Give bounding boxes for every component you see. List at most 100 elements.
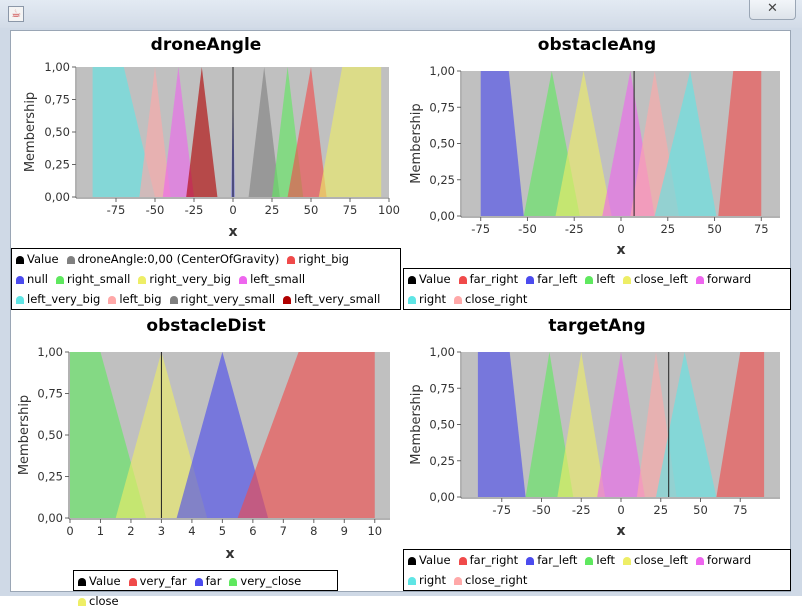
x-tick-label: -50 xyxy=(518,222,537,236)
x-tick-label: 9 xyxy=(341,524,348,538)
series-left_very_big xyxy=(92,67,155,197)
legend-item: very_close xyxy=(229,571,301,591)
legend-item: Value xyxy=(78,571,121,591)
x-tick-label: -25 xyxy=(572,503,591,517)
x-tick-label: 0 xyxy=(617,503,624,517)
legend-label: right_very_small xyxy=(180,292,276,306)
legend-swatch xyxy=(454,296,463,304)
x-tick-label: 0 xyxy=(617,222,624,236)
legend-swatch xyxy=(526,557,535,565)
y-tick-label: 1,00 xyxy=(44,60,70,74)
legend-label: droneAngle:0,00 (CenterOfGravity) xyxy=(77,252,280,266)
legend-label: right_very_big xyxy=(149,272,232,286)
x-tick-label: -25 xyxy=(185,203,204,217)
y-tick-label: 0,75 xyxy=(44,93,70,107)
legend-swatch xyxy=(16,276,24,284)
x-tick-label: 5 xyxy=(219,524,226,538)
series-far_left xyxy=(480,71,524,216)
x-tick-label: 3 xyxy=(158,524,165,538)
legend-label: very_far xyxy=(139,574,187,588)
legend-item: far_left xyxy=(526,550,577,570)
series-right xyxy=(654,71,717,216)
x-tick-label: -75 xyxy=(107,203,126,217)
legend-label: forward xyxy=(707,553,752,567)
x-tick-label: -75 xyxy=(471,222,490,236)
legend-swatch xyxy=(585,276,594,284)
legend-swatch xyxy=(287,256,296,264)
legend-item: left_very_small xyxy=(283,289,380,309)
legend-label: left xyxy=(596,272,616,286)
series-far_right xyxy=(718,71,762,216)
java-icon: ☕ xyxy=(8,6,24,22)
x-tick-label: 8 xyxy=(310,524,317,538)
y-tick-label: 0,25 xyxy=(429,454,455,468)
x-tick-label: 75 xyxy=(343,203,358,217)
chart-1: obstacleAng 0,00 0,25 0,50 0,75 1,00 -75 -50 -25… xyxy=(409,35,780,258)
legend-swatch xyxy=(108,296,117,304)
chart-title: droneAngle xyxy=(151,35,262,55)
legend-label: left_big xyxy=(119,292,162,306)
close-button[interactable]: ✕ xyxy=(749,0,796,20)
legend-label: far_right xyxy=(469,553,519,567)
series-left_small xyxy=(162,67,194,197)
y-tick-label: 0,25 xyxy=(44,158,70,172)
y-tick-label: 1,00 xyxy=(429,345,455,359)
legend-swatch xyxy=(16,296,24,304)
legend-swatch xyxy=(696,557,705,565)
y-tick-label: 0,25 xyxy=(37,470,63,484)
legend-label: Value xyxy=(419,272,451,286)
series-far_left xyxy=(477,352,526,497)
x-tick-label: 6 xyxy=(249,524,256,538)
x-tick-label: 75 xyxy=(754,222,769,236)
legend-item: left_big xyxy=(108,289,162,309)
y-tick-label: 0,00 xyxy=(429,209,455,223)
y-tick-label: 0,75 xyxy=(37,387,63,401)
legend-label: left_very_big xyxy=(27,292,101,306)
y-axis-label: Membership xyxy=(409,103,424,183)
legend-swatch xyxy=(408,296,416,304)
x-axis-label: x xyxy=(225,546,234,562)
x-tick-label: 0 xyxy=(229,203,236,217)
x-tick-label: 7 xyxy=(280,524,287,538)
series-left xyxy=(525,352,574,497)
x-axis-label: x xyxy=(616,523,625,539)
series-left_big xyxy=(139,67,171,197)
legend-label: left xyxy=(596,553,616,567)
y-tick-label: 0,75 xyxy=(429,381,455,395)
x-tick-label: 50 xyxy=(707,222,722,236)
legend: Value far_right far_left left close_left forw… xyxy=(403,549,791,591)
y-axis-label: Membership xyxy=(409,384,424,464)
y-tick-label: 0,00 xyxy=(37,511,63,525)
legend-label: close_left xyxy=(634,553,689,567)
x-tick-label: -75 xyxy=(492,503,511,517)
legend-label: very_close xyxy=(240,574,302,588)
x-tick-label: 25 xyxy=(660,222,675,236)
series-right xyxy=(655,352,717,497)
legend-item: right_small xyxy=(55,269,130,289)
y-axis-label: Membership xyxy=(17,395,32,475)
legend-label: far_right xyxy=(469,272,519,286)
y-tick-label: 1,00 xyxy=(37,345,63,359)
y-tick-label: 0,75 xyxy=(429,100,455,114)
legend-label: close_right xyxy=(465,573,528,587)
series-very_close xyxy=(70,352,147,518)
chart-3: targetAng 0,00 0,25 0,50 0,75 1,00 -75 -50 -25 0 2… xyxy=(409,316,780,539)
legend-label: left_very_small xyxy=(294,292,381,306)
legend-swatch xyxy=(138,276,147,284)
y-tick-label: 0,50 xyxy=(37,428,63,442)
legend-label: close_left xyxy=(634,272,689,286)
series-right_big xyxy=(287,67,327,197)
series-left_very_small xyxy=(186,67,218,197)
x-tick-label: 100 xyxy=(378,203,400,217)
legend-label: far_left xyxy=(537,272,578,286)
series-far xyxy=(176,352,269,518)
legend-label: right_big xyxy=(298,252,349,266)
legend-swatch xyxy=(283,296,292,304)
legend-item: forward xyxy=(696,269,751,289)
x-tick-label: 4 xyxy=(188,524,195,538)
legend-swatch xyxy=(128,578,137,586)
legend-item: left_very_big xyxy=(16,289,100,309)
legend-swatch xyxy=(696,276,705,284)
legend-label: left_small xyxy=(250,272,306,286)
